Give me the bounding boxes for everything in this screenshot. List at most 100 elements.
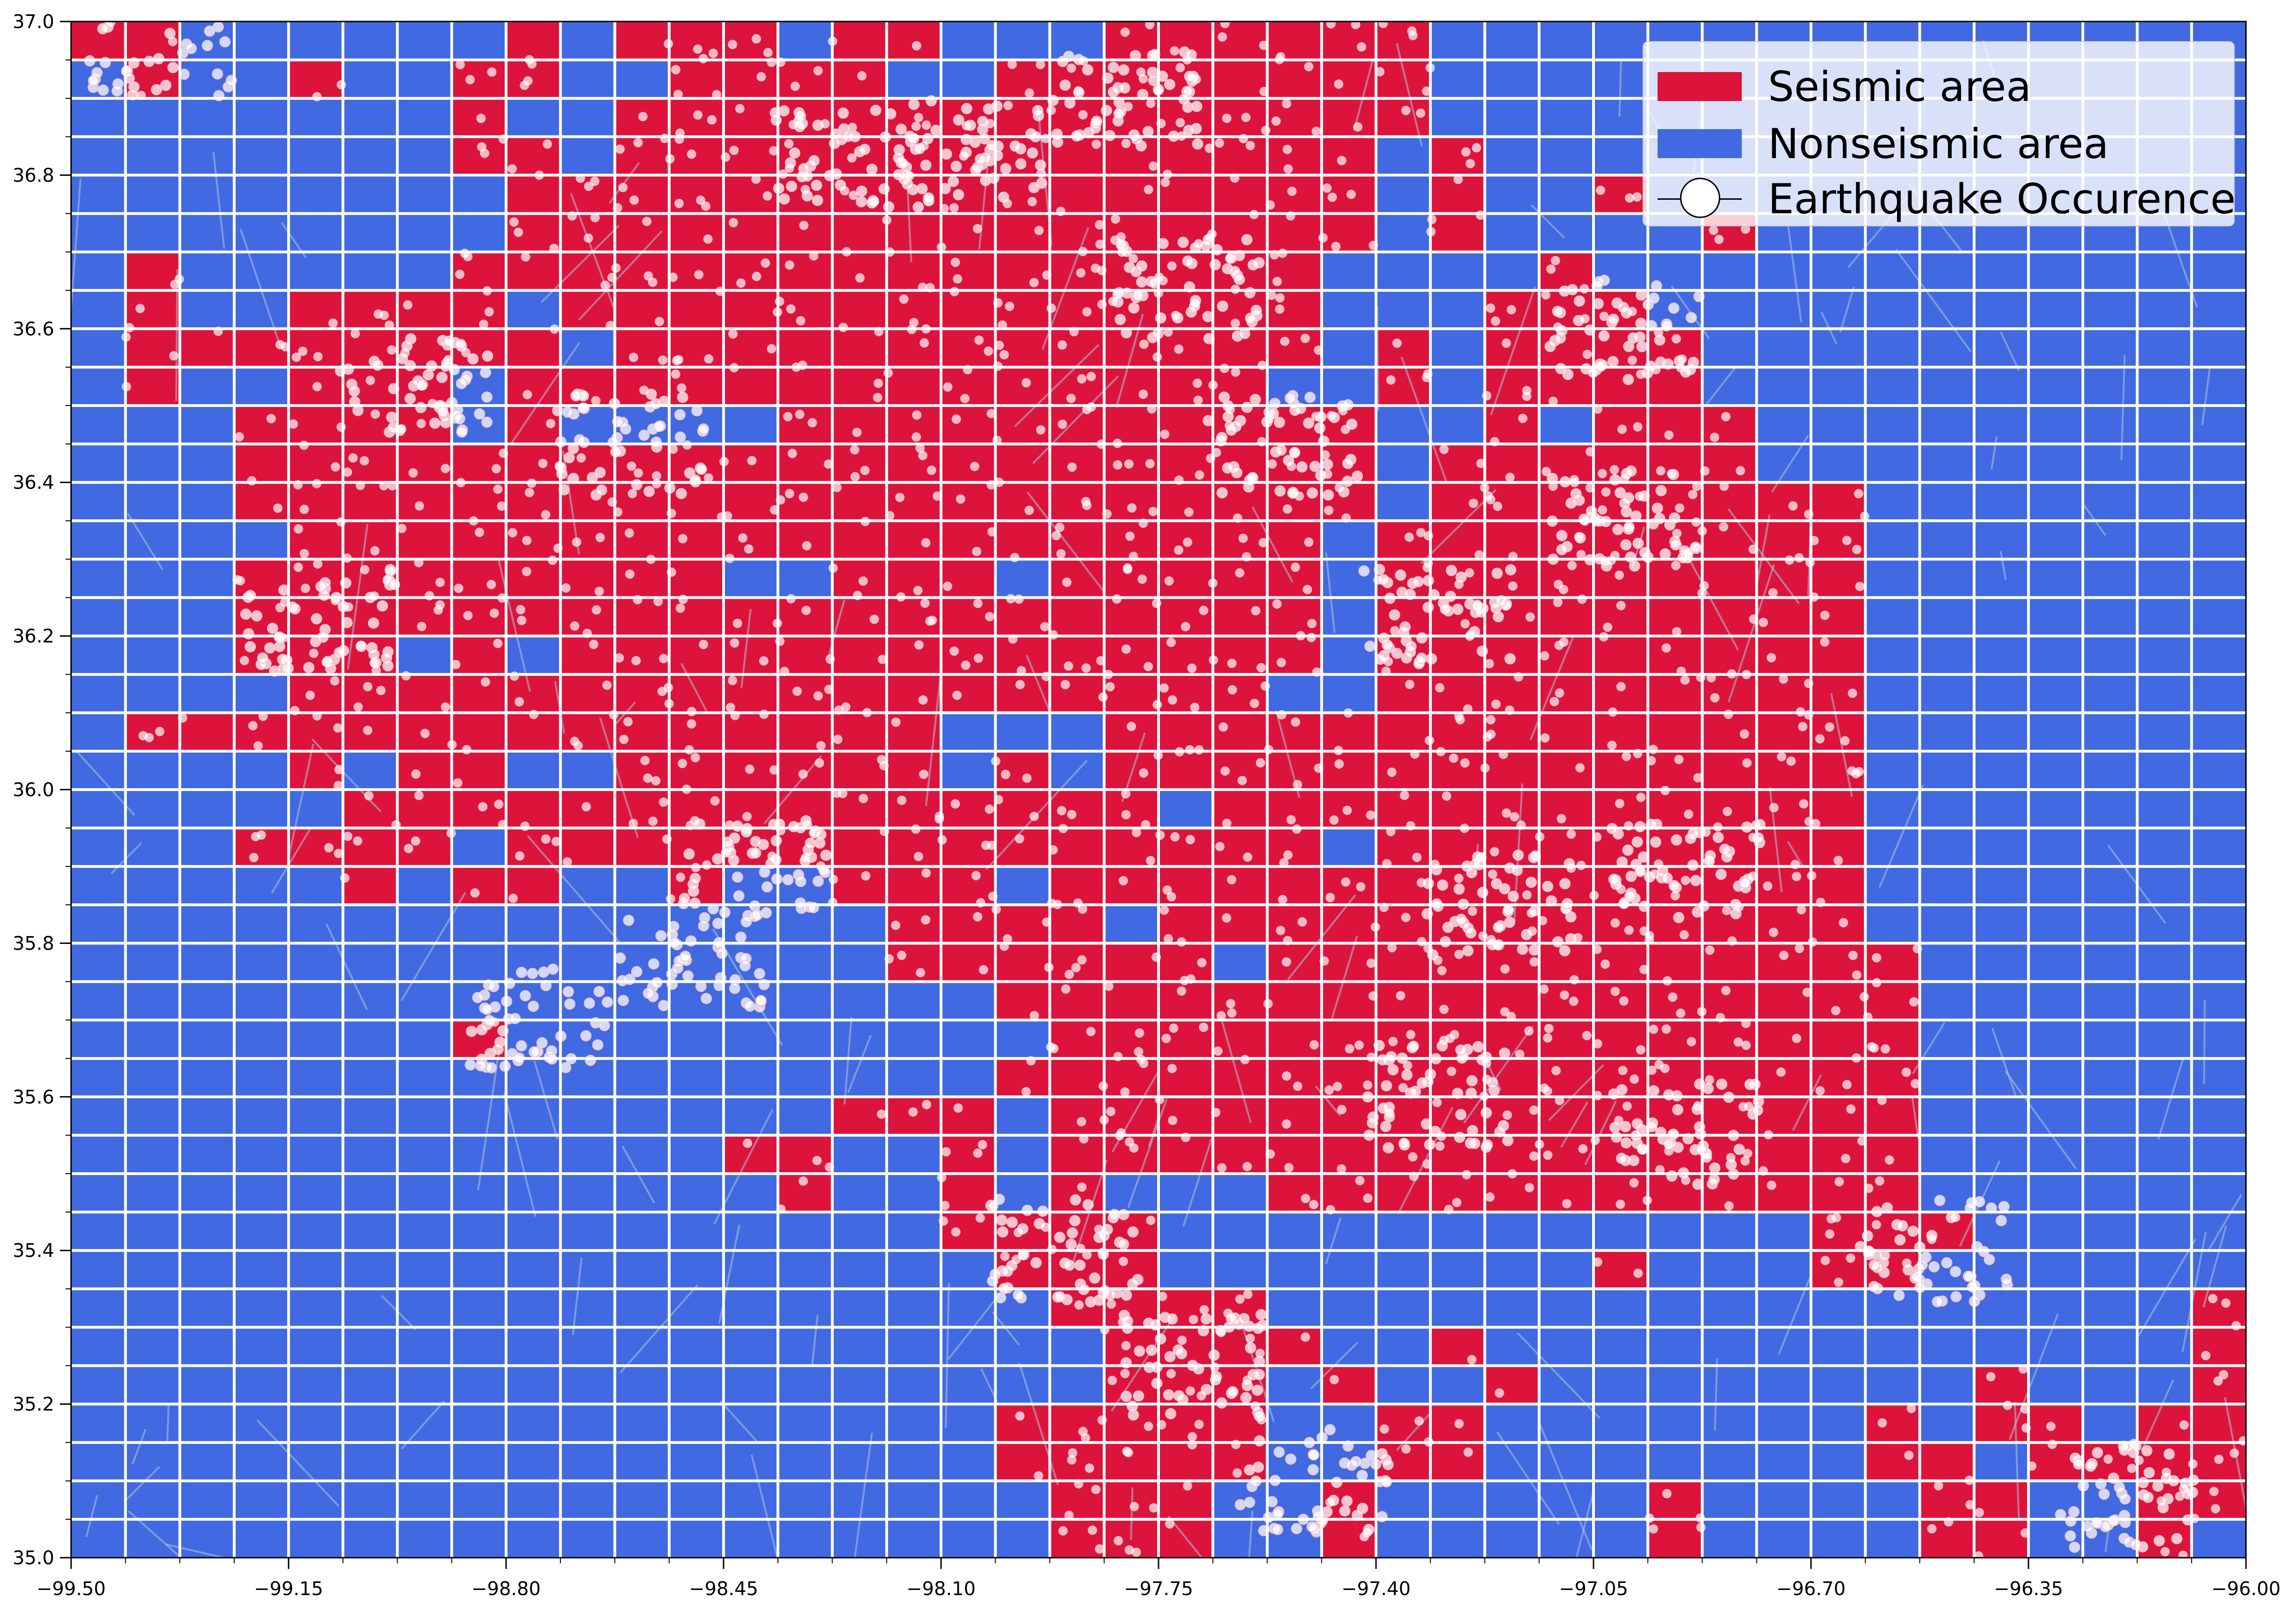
earthquake-point: [1196, 1391, 1206, 1401]
earthquake-point: [812, 875, 824, 887]
earthquake-point: [1965, 1500, 1975, 1510]
earthquake-point: [739, 960, 751, 972]
fault-line: [1331, 936, 1358, 1020]
earthquake-point: [1216, 1328, 1226, 1337]
seismic-cell: [778, 482, 833, 521]
earthquake-point: [1028, 182, 1040, 194]
earthquake-point: [1329, 815, 1339, 825]
seismic-cell: [1702, 559, 1757, 598]
earthquake-point: [985, 612, 994, 622]
seismic-cell: [1811, 790, 1866, 828]
earthquake-point: [1029, 1011, 1039, 1021]
earthquake-point: [1503, 904, 1514, 916]
seismic-cell: [1267, 137, 1322, 175]
earthquake-point: [1078, 1427, 1088, 1437]
seismic-cell: [1811, 636, 1866, 675]
earthquake-point: [1941, 1257, 1953, 1269]
earthquake-point: [360, 456, 369, 466]
earthquake-point: [1517, 944, 1528, 955]
earthquake-point: [916, 968, 926, 978]
earthquake-point: [1387, 943, 1397, 952]
earthquake-point: [1077, 1117, 1086, 1127]
seismic-cell: [1865, 1058, 1920, 1097]
seismic-cell: [724, 367, 778, 406]
earthquake-point: [1041, 1222, 1050, 1232]
earthquake-point: [167, 62, 179, 73]
earthquake-point: [1502, 1110, 1512, 1120]
earthquake-point: [1070, 1194, 1081, 1206]
earthquake-point: [658, 1000, 669, 1011]
seismic-cell: [886, 213, 942, 253]
fault-line: [847, 1035, 872, 1093]
earthquake-point: [1227, 658, 1237, 668]
earthquake-point: [1543, 1086, 1552, 1096]
fault-line: [533, 1060, 558, 1139]
earthquake-point: [699, 639, 709, 649]
seismic-cell: [1539, 712, 1594, 752]
earthquake-point: [397, 523, 407, 533]
fault-line: [256, 1419, 340, 1507]
seismic-cell: [669, 559, 724, 598]
earthquake-point: [1722, 906, 1731, 915]
earthquake-point: [860, 465, 870, 475]
seismic-cell: [724, 252, 778, 291]
earthquake-point: [1831, 1006, 1840, 1016]
seismic-cell: [615, 559, 670, 598]
earthquake-point: [1220, 19, 1230, 29]
earthquake-point: [1949, 1266, 1961, 1277]
earthquake-point: [783, 412, 793, 421]
earthquake-point: [336, 80, 346, 90]
earthquake-point: [674, 409, 686, 421]
earthquake-point: [792, 686, 802, 696]
seismic-cell: [1159, 1096, 1213, 1136]
earthquake-point: [978, 1140, 987, 1150]
earthquake-point: [703, 473, 713, 483]
earthquake-point: [507, 164, 517, 174]
earthquake-point: [1121, 1289, 1132, 1301]
fault-line: [1530, 204, 1565, 239]
earthquake-point: [1575, 763, 1585, 773]
earthquake-point: [1089, 1272, 1101, 1284]
earthquake-point: [1241, 112, 1251, 122]
earthquake-point: [1253, 1369, 1265, 1380]
earthquake-point: [1065, 970, 1074, 980]
earthquake-point: [1271, 116, 1281, 126]
earthquake-point: [185, 43, 197, 54]
earthquake-point: [1598, 505, 1608, 515]
earthquake-point: [492, 1044, 504, 1055]
earthquake-point: [1501, 338, 1511, 348]
earthquake-point: [788, 449, 797, 458]
earthquake-point: [1227, 875, 1237, 885]
earthquake-point: [1736, 466, 1746, 476]
seismic-cell: [1050, 444, 1105, 483]
earthquake-point: [804, 837, 816, 849]
earthquake-point: [883, 368, 893, 378]
earthquake-point: [750, 847, 761, 859]
x-tick-label: −96.70: [1776, 1578, 1846, 1600]
earthquake-point: [1015, 158, 1027, 170]
earthquake-point: [1552, 305, 1564, 317]
earthquake-point: [2085, 1460, 2096, 1472]
earthquake-point: [1015, 680, 1025, 690]
earthquake-point: [895, 493, 905, 502]
earthquake-point: [1619, 996, 1629, 1006]
earthquake-point: [949, 646, 959, 656]
earthquake-point: [1673, 912, 1685, 923]
seismic-cell: [615, 175, 670, 214]
earthquake-point: [1544, 341, 1556, 352]
legend-item-seismic: Seismic area: [1658, 61, 2031, 112]
seismic-cell: [1756, 712, 1811, 752]
earthquake-point: [1282, 504, 1292, 514]
earthquake-point: [1551, 1066, 1561, 1075]
fault-line: [125, 1466, 160, 1501]
seismic-cell: [615, 482, 670, 521]
earthquake-point: [1617, 302, 1629, 313]
earthquake-point: [1165, 1519, 1175, 1529]
earthquake-point: [1177, 237, 1189, 248]
earthquake-point: [629, 353, 638, 363]
earthquake-point: [1820, 637, 1830, 647]
earthquake-point: [975, 153, 986, 165]
seismic-cell: [560, 636, 615, 675]
earthquake-point: [1951, 1212, 1961, 1222]
earthquake-point: [916, 183, 928, 195]
